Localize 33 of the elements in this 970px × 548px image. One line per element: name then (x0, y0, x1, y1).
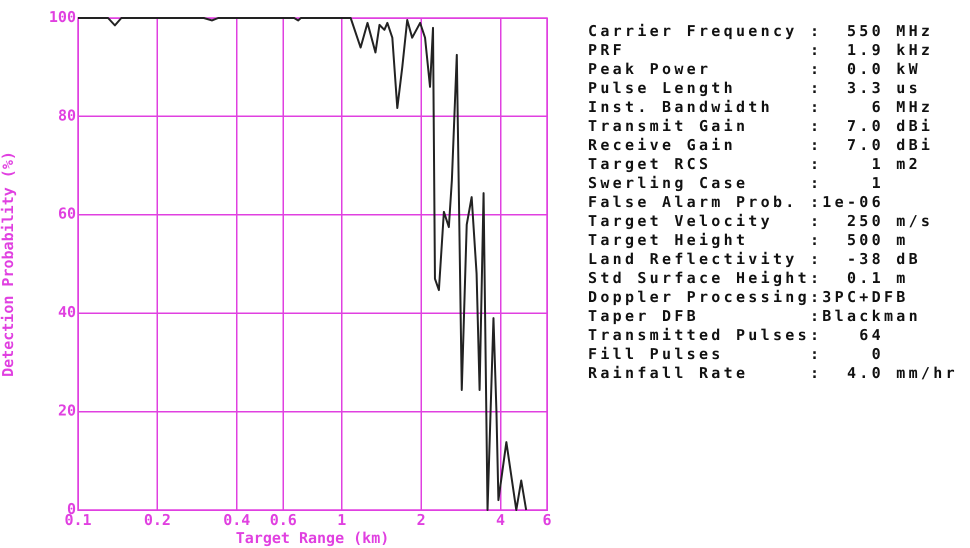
y-tick-label: 40 (58, 303, 76, 322)
text: Transmitted Pulses: 64 (588, 326, 885, 345)
x-tick-label: 0.4 (223, 510, 250, 529)
text: Target Height : 500 m (588, 231, 910, 250)
text: Target Velocity : 250 m/s (588, 212, 934, 231)
y-tick-label: 100 (48, 8, 76, 26)
text: Swerling Case : 1 (588, 174, 885, 193)
x-tick-label: 2 (416, 510, 426, 529)
text: PRF : 1.9 kHz (588, 41, 934, 60)
text: Target RCS : 1 m2 (588, 155, 922, 174)
text: Rainfall Rate : 4.0 mm/hr (588, 364, 958, 383)
text: Doppler Processing:3PC+DFB (588, 288, 910, 307)
text: Land Reflectivity : -38 dB (588, 250, 922, 269)
x-tick-label: 0.2 (144, 510, 171, 529)
text: Carrier Frequency : 550 MHz (588, 22, 934, 41)
x-tick-label: 6 (542, 510, 552, 529)
text: False Alarm Prob. :1e-06 (588, 193, 885, 212)
x-tick-label: 4 (496, 510, 506, 529)
text: Peak Power : 0.0 kW (588, 60, 922, 79)
text: Inst. Bandwidth : 6 MHz (588, 98, 934, 117)
y-tick-label: 60 (58, 204, 76, 223)
x-axis-title: Target Range (km) (236, 528, 390, 547)
y-tick-label: 80 (58, 106, 76, 124)
text: Pulse Length : 3.3 us (588, 79, 922, 98)
y-axis-title: Detection Probability (%) (0, 151, 17, 377)
x-tick-label: 0.6 (270, 510, 297, 529)
text: Transmit Gain : 7.0 dBi (588, 117, 934, 136)
text: Taper DFB :Blackman (588, 307, 922, 326)
x-tick-label: 1 (337, 510, 346, 529)
text: Std Surface Height: 0.1 m (588, 269, 910, 288)
y-tick-label: 20 (58, 401, 76, 420)
text: Fill Pulses : 0 (588, 345, 885, 364)
text: Receive Gain : 7.0 dBi (588, 136, 934, 155)
